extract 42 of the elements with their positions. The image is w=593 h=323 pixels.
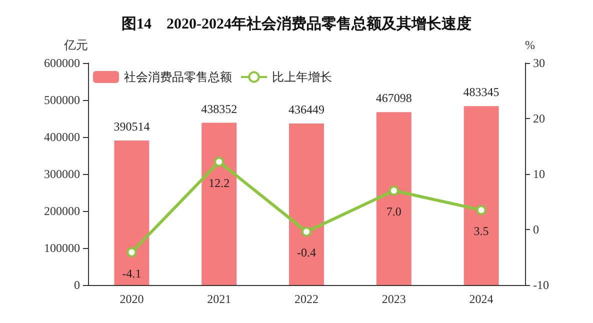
data-label: -4.1 (122, 266, 142, 280)
data-label: 438352 (201, 102, 238, 116)
point (388, 186, 399, 196)
y-tick-label: 300000 (44, 167, 80, 181)
data-label: 467098 (376, 91, 412, 106)
y-tick-label: 100000 (44, 241, 80, 255)
y-tick-label: 0 (74, 278, 80, 292)
x-tick-label: 2024 (469, 292, 494, 306)
x-tick-label: 2022 (294, 292, 318, 306)
point (302, 226, 312, 237)
y2-tick-label: -10 (533, 278, 549, 292)
data-label: 483345 (463, 85, 500, 100)
legend-label: 社会消费品零售总额 (124, 70, 232, 84)
bar (202, 122, 237, 285)
bar (464, 106, 499, 285)
y-tick-label: 200000 (44, 204, 80, 218)
y2-tick-label: 30 (533, 56, 545, 70)
x-tick-label: 2020 (120, 292, 144, 306)
point (476, 205, 486, 216)
y2-axis-title: % (525, 38, 535, 52)
chart-title: 图14 2020-2024年社会消费品零售总额及其增长速度 (122, 14, 472, 32)
data-label: 436449 (288, 102, 324, 117)
y-axis-title: 亿元 (63, 38, 88, 52)
x-tick-label: 2021 (207, 292, 232, 306)
data-label: 12.2 (208, 176, 230, 190)
y2-tick-label: 10 (533, 167, 545, 181)
y2-tick-label: 0 (533, 222, 539, 236)
x-tick-label: 2023 (382, 292, 406, 306)
data-label: 390514 (114, 120, 150, 134)
y2-tick-label: 20 (533, 112, 545, 126)
bar (289, 124, 324, 285)
legend-label: 比上年增长 (272, 70, 332, 84)
data-label: -0.4 (297, 246, 316, 260)
point (214, 156, 224, 167)
bar (376, 112, 412, 285)
y-tick-label: 400000 (44, 130, 80, 144)
y-tick-label: 600000 (44, 56, 80, 70)
bar (114, 140, 150, 285)
data-label: 7.0 (386, 204, 402, 219)
data-label: 3.5 (474, 224, 489, 238)
y-tick-label: 500000 (44, 93, 80, 107)
point (126, 247, 137, 258)
